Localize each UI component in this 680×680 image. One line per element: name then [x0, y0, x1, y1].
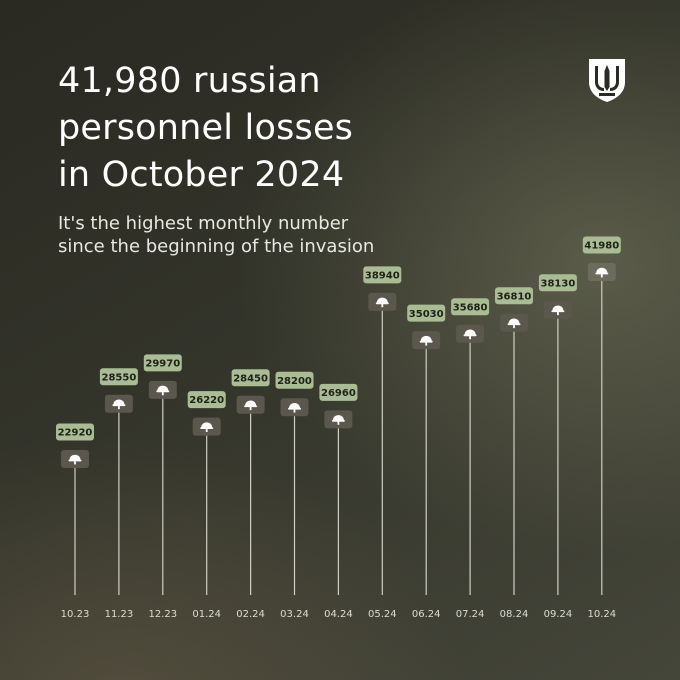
- data-point: 35680 07.24: [451, 298, 490, 620]
- helmet-icon: [375, 297, 389, 308]
- value-label-box: [495, 287, 533, 305]
- data-point: 36810 08.24: [495, 287, 533, 620]
- data-point: 22920 10.23: [56, 423, 94, 620]
- data-point: 38940 05.24: [363, 266, 402, 620]
- value-label-box: [538, 274, 577, 292]
- headline-line-2: personnel losses: [58, 108, 354, 148]
- value-label: 26220: [189, 395, 224, 406]
- helmet-icon: [112, 399, 126, 410]
- value-label: 29970: [145, 358, 180, 369]
- data-point: 26960 04.24: [319, 383, 358, 620]
- value-label-box: [143, 354, 182, 372]
- x-tick-label: 06.24: [412, 609, 441, 620]
- chart-layer: 22920 10.23 28550 11.23 29970 12.23 26220 01.24…: [56, 236, 621, 620]
- value-label: 41980: [584, 241, 619, 252]
- helmet-icon: [595, 267, 609, 278]
- x-tick-label: 12.23: [148, 609, 177, 620]
- headline: 41,980 russian personnel losses in Octob…: [58, 58, 353, 199]
- x-tick-label: 09.24: [544, 609, 573, 620]
- x-tick-label: 07.24: [456, 609, 485, 620]
- helmet-icon: [419, 335, 433, 346]
- x-tick-label: 10.23: [61, 609, 90, 620]
- value-label-box: [56, 423, 94, 441]
- helmet-icon: [507, 318, 521, 329]
- value-label-box: [275, 371, 314, 389]
- value-label-box: [582, 236, 621, 254]
- x-tick-label: 03.24: [280, 609, 309, 620]
- x-tick-label: 04.24: [324, 609, 353, 620]
- helmet-icon: [156, 385, 170, 396]
- trident-emblem-icon: [589, 59, 625, 102]
- x-tick-label: 08.24: [500, 609, 529, 620]
- data-point: 28450 02.24: [231, 369, 270, 620]
- helmet-icon: [68, 454, 82, 465]
- helmet-icon: [288, 402, 301, 413]
- value-label-box: [451, 298, 490, 316]
- headline-line-1: 41,980 russian: [58, 61, 321, 101]
- x-tick-label: 01.24: [192, 609, 221, 620]
- value-label: 35680: [453, 302, 488, 313]
- value-label: 36810: [497, 291, 532, 302]
- subheadline-line-1: It's the highest monthly number: [58, 213, 349, 234]
- value-label: 35030: [409, 309, 444, 320]
- data-point: 38130 09.24: [538, 274, 577, 620]
- value-label-box: [231, 369, 270, 387]
- value-label: 38130: [541, 278, 576, 289]
- data-point: 29970 12.23: [143, 354, 182, 620]
- value-label-box: [319, 383, 358, 401]
- data-point: 35030 06.24: [407, 304, 446, 620]
- value-label: 22920: [58, 428, 93, 439]
- x-tick-label: 11.23: [105, 609, 134, 620]
- data-point: 28550 11.23: [99, 368, 138, 620]
- helmet-icon: [551, 305, 565, 316]
- value-label-box: [187, 391, 226, 409]
- value-label-box: [99, 368, 138, 386]
- helmet-icon: [244, 400, 258, 411]
- value-label-box: [407, 304, 446, 322]
- headline-line-3: in October 2024: [58, 155, 345, 195]
- data-point: 28200 03.24: [275, 371, 314, 620]
- subheadline: It's the highest monthly number since th…: [58, 212, 374, 258]
- data-point: 26220 01.24: [187, 391, 226, 620]
- data-point: 41980 10.24: [582, 236, 621, 620]
- helmet-icon: [331, 415, 345, 425]
- x-tick-label: 05.24: [368, 609, 397, 620]
- x-tick-label: 02.24: [236, 609, 265, 620]
- subheadline-line-2: since the beginning of the invasion: [58, 236, 375, 257]
- helmet-icon: [463, 329, 477, 340]
- value-label: 28550: [102, 372, 137, 383]
- value-label: 28200: [277, 376, 312, 387]
- x-tick-label: 10.24: [587, 609, 616, 620]
- value-label-box: [363, 266, 402, 284]
- value-label: 28450: [233, 373, 268, 384]
- helmet-icon: [200, 422, 214, 433]
- value-label: 38940: [365, 270, 400, 281]
- value-label: 26960: [321, 388, 356, 399]
